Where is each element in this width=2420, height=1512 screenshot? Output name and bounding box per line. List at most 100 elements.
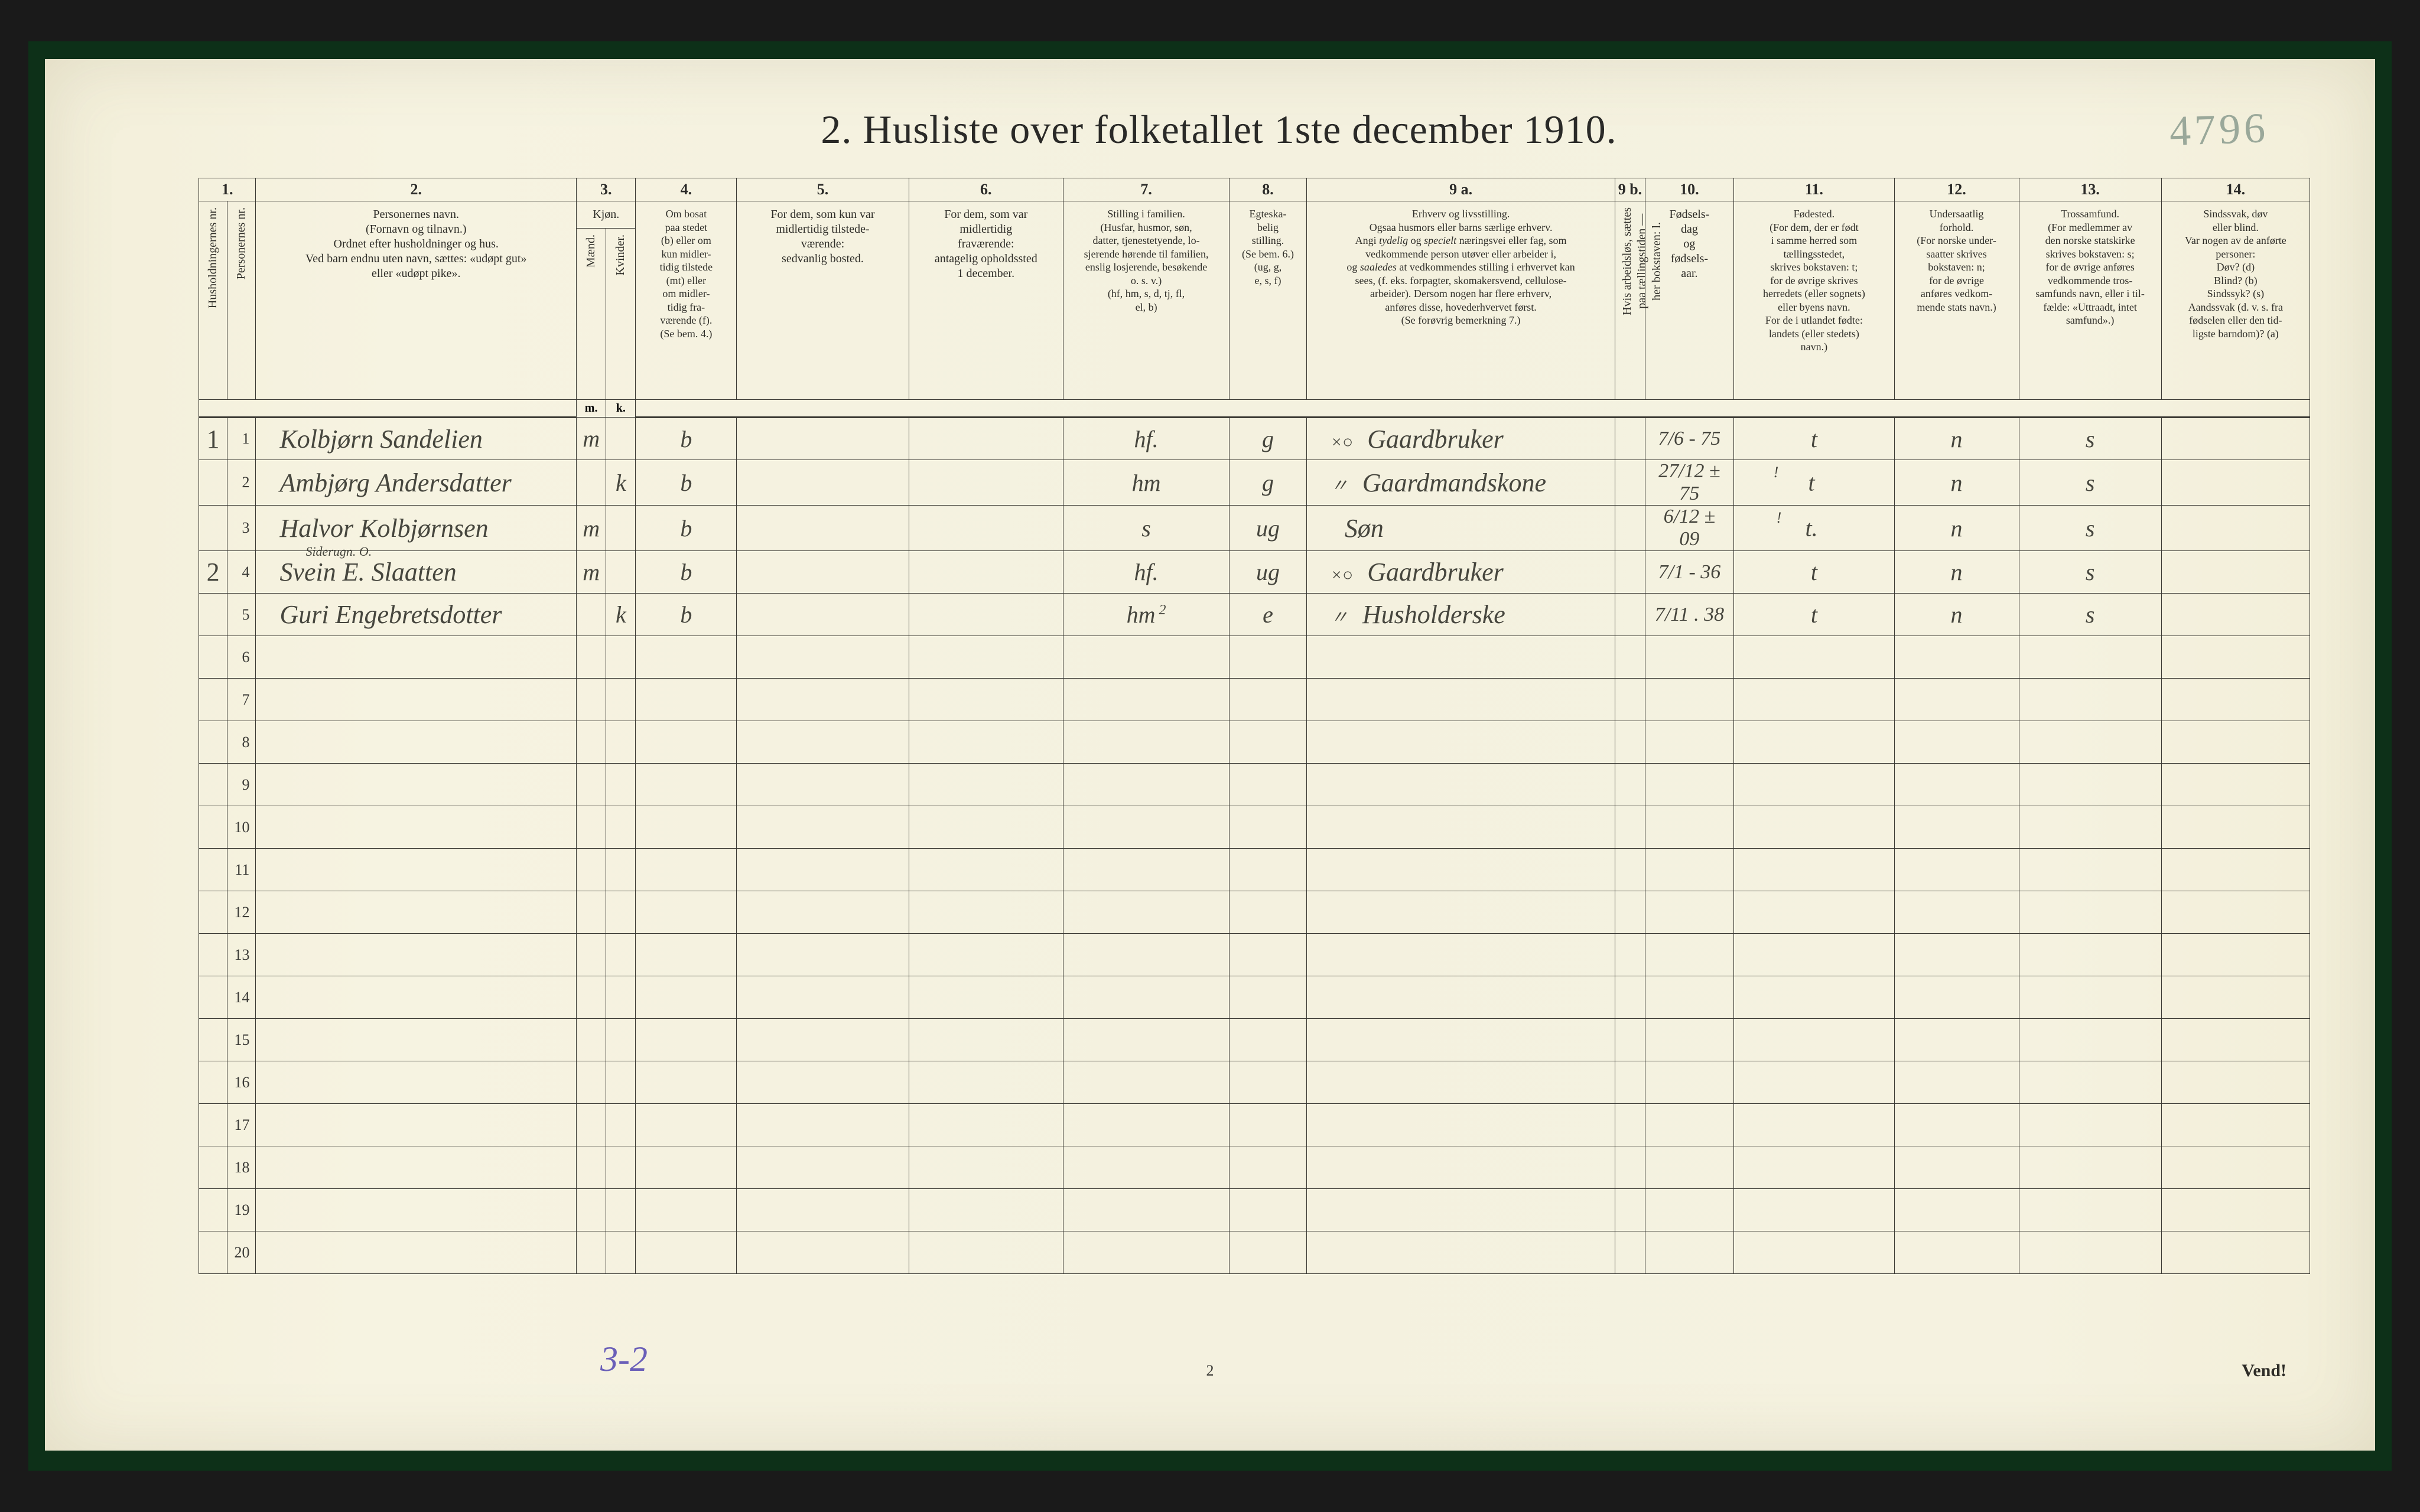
cell-temp-absent (909, 1231, 1063, 1274)
hdr-family-pos: Stilling i familien.(Husfar, husmor, søn… (1063, 201, 1229, 400)
cell-name (256, 849, 577, 891)
cell-religion (2019, 1189, 2161, 1231)
cell-infirmity (2161, 506, 2310, 551)
cell-infirmity (2161, 806, 2310, 849)
cell-sex-k (606, 1061, 636, 1104)
cell-infirmity (2161, 460, 2310, 506)
hdr-sex-male: Mænd. (577, 229, 606, 400)
cell-household-no (199, 891, 227, 934)
cell-sex-m: m (577, 551, 606, 594)
cell-unemployed (1615, 764, 1645, 806)
cell-birthplace: t (1734, 418, 1894, 460)
cell-occupation: ×○Gaardbruker (1306, 418, 1615, 460)
cell-person-no: 9 (227, 764, 256, 806)
cell-nationality: n (1894, 594, 2019, 636)
cell-sex-m: m (577, 418, 606, 460)
cell-name (256, 1061, 577, 1104)
cell-household-no (199, 1061, 227, 1104)
cell-unemployed (1615, 1189, 1645, 1231)
cell-person-no: 1 (227, 418, 256, 460)
cell-religion: s (2019, 506, 2161, 551)
cell-residence (636, 1019, 737, 1061)
hdr-religion: Trossamfund.(For medlemmer avden norske … (2019, 201, 2161, 400)
cell-birthdate (1645, 1019, 1734, 1061)
cell-unemployed (1615, 891, 1645, 934)
cell-marital (1229, 976, 1307, 1019)
cell-birthdate (1645, 891, 1734, 934)
cell-sex-m (577, 934, 606, 976)
cell-person-no: 16 (227, 1061, 256, 1104)
cell-residence: b (636, 418, 737, 460)
colnum-2: 2. (256, 178, 577, 201)
cell-religion (2019, 891, 2161, 934)
cell-marital: ug (1229, 506, 1307, 551)
cell-household-no (199, 806, 227, 849)
cell-sex-k (606, 1189, 636, 1231)
cell-residence (636, 806, 737, 849)
cell-birthplace: t (1734, 594, 1894, 636)
cell-nationality (1894, 1146, 2019, 1189)
cell-sex-m: m (577, 506, 606, 551)
hdr-temp-present: For dem, som kun varmidlertidig tilstede… (737, 201, 909, 400)
cell-sex-m (577, 721, 606, 764)
cell-marital (1229, 1019, 1307, 1061)
cell-residence (636, 1231, 737, 1274)
cell-unemployed (1615, 806, 1645, 849)
cell-family-pos: hf. (1063, 418, 1229, 460)
cell-marital (1229, 934, 1307, 976)
cell-birthplace (1734, 679, 1894, 721)
cell-family-pos: hf. (1063, 551, 1229, 594)
cell-unemployed (1615, 976, 1645, 1019)
hdr-sex-female: Kvinder. (606, 229, 636, 400)
cell-temp-present (737, 849, 909, 891)
table-row: 24Siderugn. O.Svein E. Slaattenmbhf.ug×○… (199, 551, 2310, 594)
cell-sex-m (577, 1019, 606, 1061)
cell-residence (636, 1104, 737, 1146)
colnum-14: 14. (2161, 178, 2310, 201)
cell-sex-k: k (606, 594, 636, 636)
cell-infirmity (2161, 594, 2310, 636)
cell-temp-absent (909, 594, 1063, 636)
cell-occupation: Søn (1306, 506, 1615, 551)
cell-religion: s (2019, 460, 2161, 506)
cell-birthplace (1734, 1104, 1894, 1146)
cell-unemployed (1615, 460, 1645, 506)
cell-temp-absent (909, 679, 1063, 721)
cell-infirmity (2161, 891, 2310, 934)
cell-infirmity (2161, 551, 2310, 594)
hdr-name: Personernes navn.(Fornavn og tilnavn.)Or… (256, 201, 577, 400)
cell-infirmity (2161, 849, 2310, 891)
cell-person-no: 13 (227, 934, 256, 976)
table-row: 18 (199, 1146, 2310, 1189)
cell-religion: s (2019, 551, 2161, 594)
cell-person-no: 15 (227, 1019, 256, 1061)
cell-nationality (1894, 976, 2019, 1019)
cell-family-pos (1063, 891, 1229, 934)
cell-occupation: ×○Gaardbruker (1306, 551, 1615, 594)
cell-infirmity (2161, 418, 2310, 460)
hdr-person-no: Personernes nr. (227, 201, 256, 400)
cell-occupation (1306, 976, 1615, 1019)
cell-sex-k (606, 934, 636, 976)
cell-occupation (1306, 891, 1615, 934)
table-row: 19 (199, 1189, 2310, 1231)
tally-note: 3-2 (600, 1339, 648, 1380)
cell-household-no (199, 1104, 227, 1146)
cell-family-pos (1063, 721, 1229, 764)
cell-religion (2019, 934, 2161, 976)
cell-name: Halvor Kolbjørnsen (256, 506, 577, 551)
cell-household-no (199, 849, 227, 891)
cell-name (256, 764, 577, 806)
cell-temp-absent (909, 764, 1063, 806)
hdr-nationality: Undersaatligforhold.(For norske under-sa… (1894, 201, 2019, 400)
cell-birthplace (1734, 721, 1894, 764)
cell-household-no (199, 1189, 227, 1231)
cell-person-no: 18 (227, 1146, 256, 1189)
cell-sex-m (577, 1189, 606, 1231)
vend-label: Vend! (2242, 1361, 2286, 1381)
cell-sex-k (606, 636, 636, 679)
cell-nationality (1894, 1189, 2019, 1231)
cell-sex-m (577, 764, 606, 806)
cell-sex-m (577, 891, 606, 934)
cell-name (256, 934, 577, 976)
